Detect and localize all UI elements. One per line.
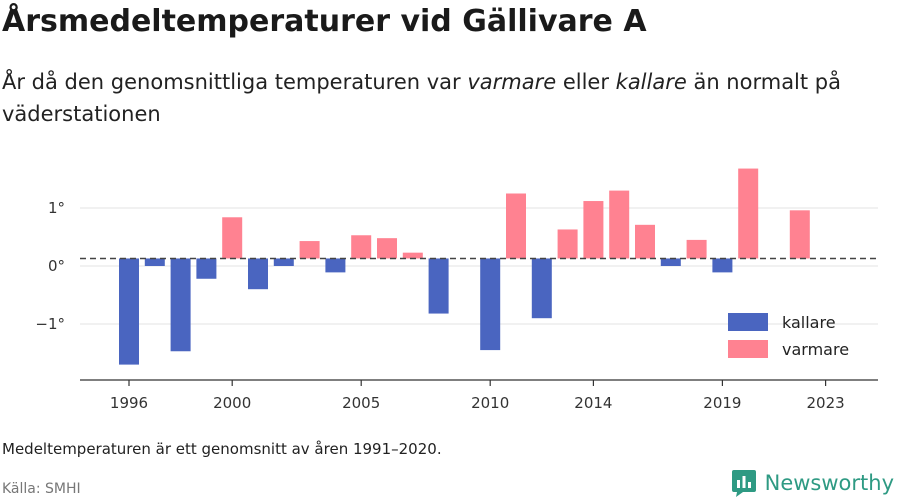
bar-2014 [583,201,604,259]
bar-1999 [196,258,217,279]
legend-swatch-varmare [728,340,768,358]
bar-2017 [660,258,681,266]
x-tick-label: 2005 [342,394,380,412]
footnote: Medeltemperaturen är ett genomsnitt av å… [2,440,442,458]
bar-2008 [428,258,449,314]
bar-2004 [325,258,346,273]
source-credit: Källa: SMHI [2,481,81,497]
bar-2022 [789,210,810,259]
x-tick-label: 2000 [213,394,251,412]
bar-2006 [377,238,397,259]
y-tick-label: 1° [48,199,65,217]
x-tick-label: 2023 [807,394,845,412]
legend-label-kallare: kallare [782,313,836,332]
bar-1997 [144,258,165,266]
chart-title: Årsmedeltemperaturer vid Gällivare A [2,4,647,39]
bar-2007 [402,252,423,259]
y-tick-label: −1° [35,315,65,333]
subtitle-varmare: varmare [467,70,557,94]
x-tick-label: 2014 [574,394,612,412]
brand-name: Newsworthy [764,471,894,495]
bar-1996 [119,258,139,365]
x-tick-label: 2019 [703,394,741,412]
bar-2010 [480,258,501,351]
chart-subtitle: År då den genomsnittliga temperaturen va… [2,66,882,130]
bar-2018 [686,239,707,259]
legend-label-varmare: varmare [782,340,849,359]
bar-2000 [222,217,243,259]
bar-1998 [170,258,191,352]
legend-swatch-kallare [728,313,768,331]
x-tick-label: 2010 [471,394,509,412]
subtitle-text-1: År då den genomsnittliga temperaturen va… [2,70,468,94]
bar-2001 [248,258,268,290]
y-tick-label: 0° [48,257,65,275]
bar-2019 [712,258,733,273]
bar-2005 [351,235,372,259]
newsworthy-logo-icon [731,470,756,497]
bar-2020 [738,168,759,259]
bar-2016 [635,224,655,259]
bar-2015 [609,190,630,259]
subtitle-kallare: kallare [615,70,687,94]
bar-2011 [506,193,526,259]
bar-chart: 1° 0° −1° 1996 2000 2005 2010 2014 2019 2023 kalla… [35,168,878,412]
bar-2012 [531,258,552,319]
bar-2002 [273,258,294,266]
bar-2003 [299,241,320,259]
subtitle-text-3: än normalt på väderstationen [2,70,841,126]
bar-2013 [557,229,578,259]
x-tick-label: 1996 [110,394,148,412]
brand-logo: Newsworthy [731,468,894,498]
subtitle-text-2: eller [556,70,616,94]
